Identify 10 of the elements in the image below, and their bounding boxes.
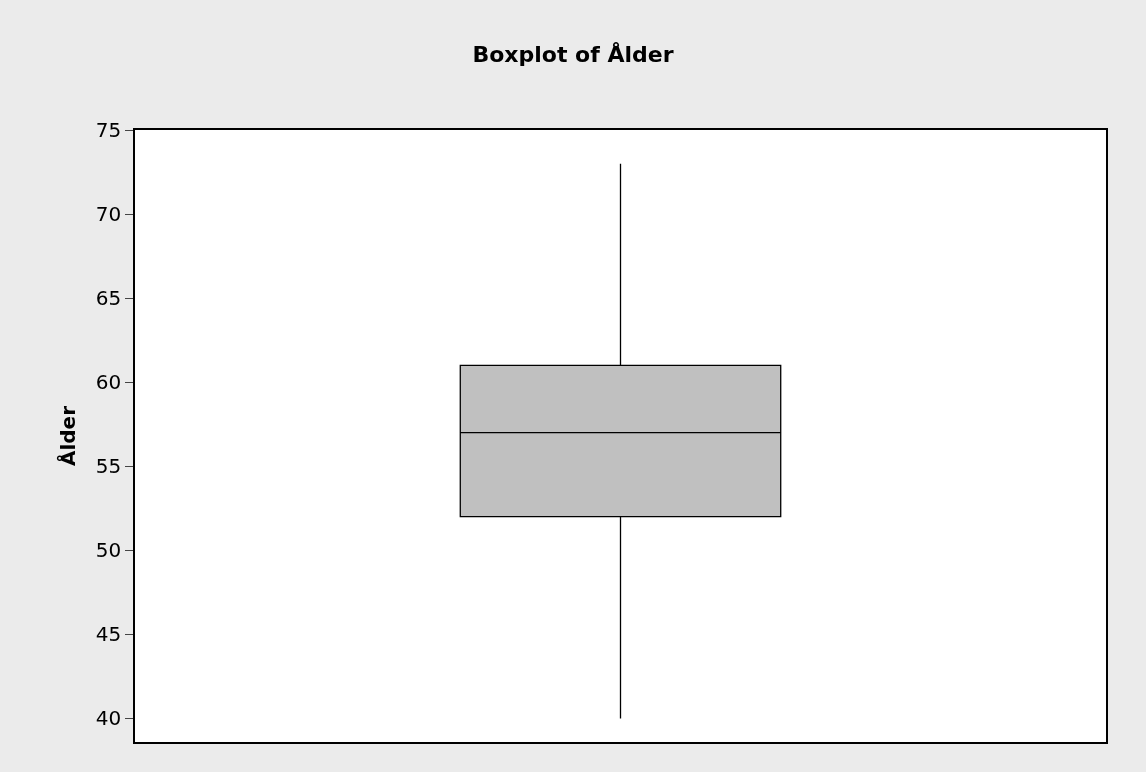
y-axis-title: Ålder [55,405,80,467]
y-tick-label: 60 [95,370,122,395]
y-tick-label: 55 [95,454,122,479]
y-tick-label: 65 [95,286,122,311]
y-tick-label: 75 [95,118,122,142]
y-tick-label: 70 [95,202,122,227]
y-tick-label: 45 [95,622,122,647]
y-tick-label: 50 [95,538,122,563]
y-tick-label: 40 [95,706,122,731]
chart-title: Boxplot of Ålder [472,41,674,67]
